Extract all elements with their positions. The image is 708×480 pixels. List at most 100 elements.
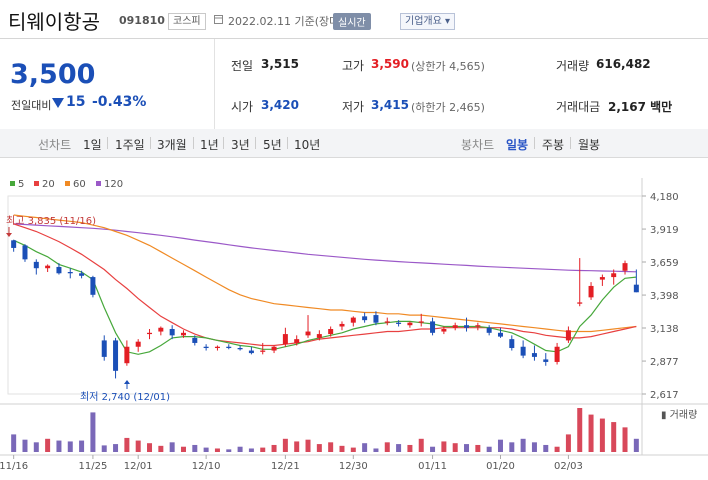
calendar-icon (214, 15, 223, 24)
candle (497, 332, 503, 337)
volume-bar (214, 448, 220, 452)
candle (294, 339, 300, 343)
candle (237, 348, 243, 350)
volume-bar (135, 440, 141, 452)
legend-label: 5 (18, 179, 24, 190)
candle (565, 330, 571, 341)
volume-bar (520, 438, 526, 452)
open-label: 시가 (231, 100, 254, 114)
tab-weekly[interactable]: 주봉 (542, 138, 565, 152)
volume-bar (67, 441, 73, 452)
y-tick-label: 3,659 (650, 258, 679, 269)
volume-bar (260, 447, 266, 452)
candle (316, 334, 322, 338)
volume-bar (554, 446, 560, 452)
base-date: 2022.02.11 기준(장마감) (228, 15, 354, 28)
tab-1d[interactable]: 1일 (83, 138, 102, 152)
low-annotation: 최저 2,740 (12/01) (80, 391, 170, 403)
volume-bar (396, 444, 402, 452)
candle (475, 325, 481, 327)
candle (113, 340, 119, 371)
volume-bar (192, 444, 198, 452)
volume-bar (384, 442, 390, 452)
tab-5y[interactable]: 5년 (263, 138, 282, 152)
volume-bar (362, 443, 368, 452)
volume-bar (305, 439, 311, 452)
volume-bar (90, 412, 96, 452)
volume-bar (350, 447, 356, 452)
candle (135, 341, 141, 347)
volume-bar (56, 440, 62, 452)
volume-bar (282, 438, 288, 452)
tab-1y[interactable]: 1년 (200, 138, 219, 152)
volume-bar (407, 444, 413, 452)
down-arrow-icon (52, 98, 64, 108)
candle (45, 265, 51, 269)
lower-limit: (하한가 2,465) (411, 101, 485, 114)
volume-bar (226, 449, 232, 452)
candle (611, 273, 617, 278)
volume-bar (237, 446, 243, 452)
volume-bar (577, 408, 583, 452)
volume-bar (373, 448, 379, 452)
high-label: 고가 (342, 59, 365, 73)
x-tick-label: 12/10 (192, 461, 221, 472)
candle (192, 337, 198, 343)
candle (384, 321, 390, 323)
legend-swatch (96, 181, 101, 186)
price-plot-frame (7, 195, 643, 395)
candle (11, 240, 17, 248)
volume-bar (271, 444, 277, 452)
volume-bar (79, 440, 85, 452)
candle (452, 325, 458, 328)
volume-bar (430, 446, 436, 452)
tab-daily[interactable]: 일봉 (506, 138, 529, 152)
volume-bar (464, 444, 470, 452)
candle (554, 346, 560, 362)
volume-bar (486, 446, 492, 452)
candle (282, 334, 288, 345)
prev-close-label: 전일 (231, 59, 254, 73)
change-percent: -0.43% (92, 94, 147, 110)
candle (509, 339, 515, 349)
volume-bar (452, 443, 458, 452)
volume-bar (509, 442, 515, 452)
volume-bar (611, 422, 617, 452)
candle (339, 323, 345, 327)
candle (147, 332, 153, 335)
legend-label: 60 (73, 179, 86, 190)
tab-3y[interactable]: 3년 (231, 138, 250, 152)
ma5-line (13, 239, 637, 355)
open-value: 3,420 (261, 98, 299, 112)
realtime-button[interactable]: 실시간 (333, 13, 371, 30)
low-label: 저가 (342, 100, 365, 114)
candle (248, 350, 254, 354)
candle (203, 346, 209, 349)
volume-bar (543, 444, 549, 452)
amount-label: 거래대금 (556, 100, 601, 114)
x-tick-label: 12/01 (124, 461, 153, 472)
y-tick-label: 2,617 (650, 390, 679, 401)
prev-close-value: 3,515 (261, 57, 299, 71)
tab-1w[interactable]: 1주일 (115, 138, 145, 152)
high-value: 3,590 (371, 57, 409, 71)
candle (124, 346, 130, 364)
candle (520, 346, 526, 356)
candle (305, 331, 311, 336)
candle (622, 263, 628, 271)
candle (56, 266, 62, 274)
tab-3m[interactable]: 3개월 (157, 138, 187, 152)
candle (599, 277, 605, 280)
market-badge: 코스피 (168, 13, 206, 30)
y-tick-label: 3,919 (650, 225, 679, 236)
change-value: 15 (66, 94, 86, 110)
legend-label: 20 (42, 179, 55, 190)
tab-10y[interactable]: 10년 (294, 138, 321, 152)
volume-bar (328, 442, 334, 452)
candle (33, 261, 39, 269)
candle (101, 340, 107, 357)
company-overview-dropdown[interactable]: 기업개요 ▾ (400, 13, 455, 30)
volume-bar (248, 448, 254, 452)
volume-bar (101, 445, 107, 452)
tab-monthly[interactable]: 월봉 (578, 138, 601, 152)
